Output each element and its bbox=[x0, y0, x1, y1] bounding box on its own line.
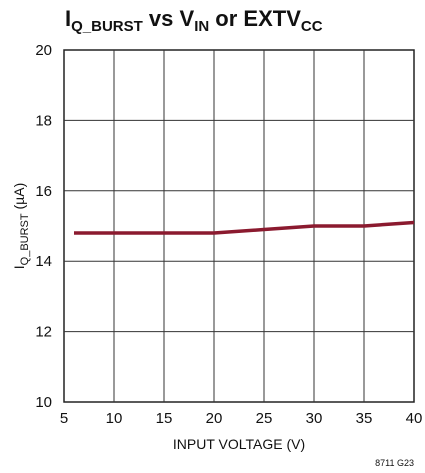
y-tick-label-5: 20 bbox=[35, 42, 52, 59]
x-tick-label-2: 15 bbox=[156, 410, 173, 427]
series-line-0 bbox=[74, 220, 415, 235]
plot-area bbox=[63, 49, 415, 403]
x-tick-label-1: 10 bbox=[106, 410, 123, 427]
x-axis-label: INPUT VOLTAGE (V) bbox=[173, 436, 305, 452]
chart-title-part-0: I bbox=[65, 6, 71, 31]
series-layer bbox=[74, 220, 415, 235]
chart-title-part-1: Q_BURST bbox=[71, 18, 143, 35]
x-tick-label-0: 5 bbox=[60, 410, 68, 427]
y-tick-label-4: 18 bbox=[35, 112, 52, 129]
y-tick-label-1: 12 bbox=[35, 324, 52, 341]
x-tick-label-6: 35 bbox=[356, 410, 373, 427]
y-axis-label-unit: (µA) bbox=[11, 183, 27, 214]
y-axis-label-main: I bbox=[11, 265, 27, 269]
x-tick-label-5: 30 bbox=[306, 410, 323, 427]
y-axis-label: IQ_BURST (µA) bbox=[11, 183, 31, 269]
chart-title-part-3: IN bbox=[194, 18, 209, 35]
x-tick-label-4: 25 bbox=[256, 410, 273, 427]
y-axis-ticks: 10 12 14 16 18 20 bbox=[35, 42, 52, 411]
y-tick-label-0: 10 bbox=[35, 394, 52, 411]
x-axis-ticks: 5 10 15 20 25 30 35 40 bbox=[60, 410, 423, 427]
figure-id: 8711 G23 bbox=[375, 458, 414, 468]
chart-title: IQ_BURST vs VIN or EXTVCC bbox=[65, 6, 323, 35]
y-tick-label-2: 14 bbox=[35, 253, 52, 270]
y-tick-label-3: 16 bbox=[35, 183, 52, 200]
x-tick-label-3: 20 bbox=[206, 410, 223, 427]
y-axis-label-sub: Q_BURST bbox=[19, 213, 31, 265]
x-tick-label-7: 40 bbox=[406, 410, 423, 427]
chart-title-part-2: vs V bbox=[143, 6, 195, 31]
chart-title-part-4: or EXTV bbox=[209, 6, 301, 31]
chart-title-part-5: CC bbox=[301, 18, 323, 35]
